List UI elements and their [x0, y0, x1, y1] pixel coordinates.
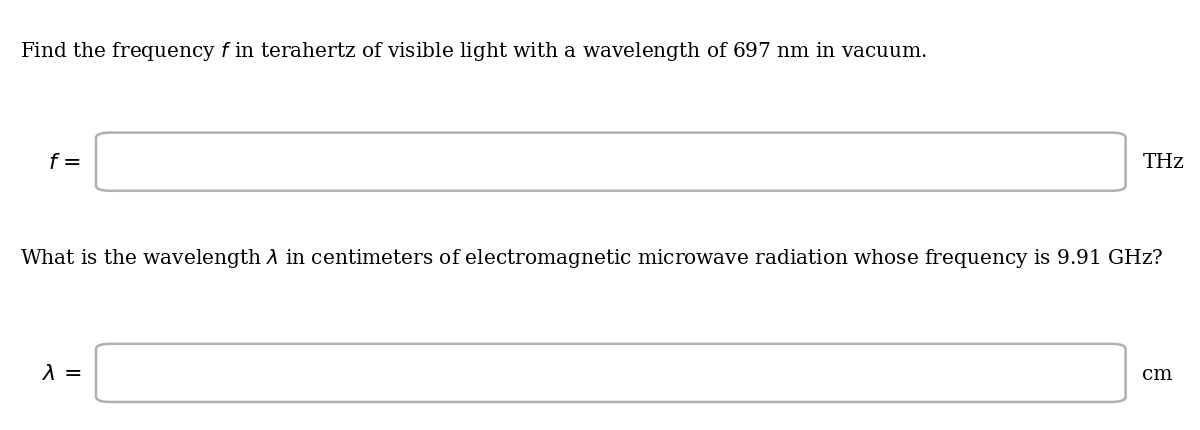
Text: What is the wavelength $\lambda$ in centimeters of electromagnetic microwave rad: What is the wavelength $\lambda$ in cent… — [20, 246, 1164, 270]
Text: cm: cm — [1142, 364, 1172, 383]
Text: $f$ =: $f$ = — [48, 151, 82, 174]
FancyBboxPatch shape — [96, 344, 1126, 402]
Text: $\lambda$ =: $\lambda$ = — [42, 362, 82, 384]
Text: Find the frequency $f$ in terahertz of visible light with a wavelength of 697 nm: Find the frequency $f$ in terahertz of v… — [20, 40, 928, 63]
FancyBboxPatch shape — [96, 133, 1126, 191]
Text: THz: THz — [1142, 153, 1184, 172]
